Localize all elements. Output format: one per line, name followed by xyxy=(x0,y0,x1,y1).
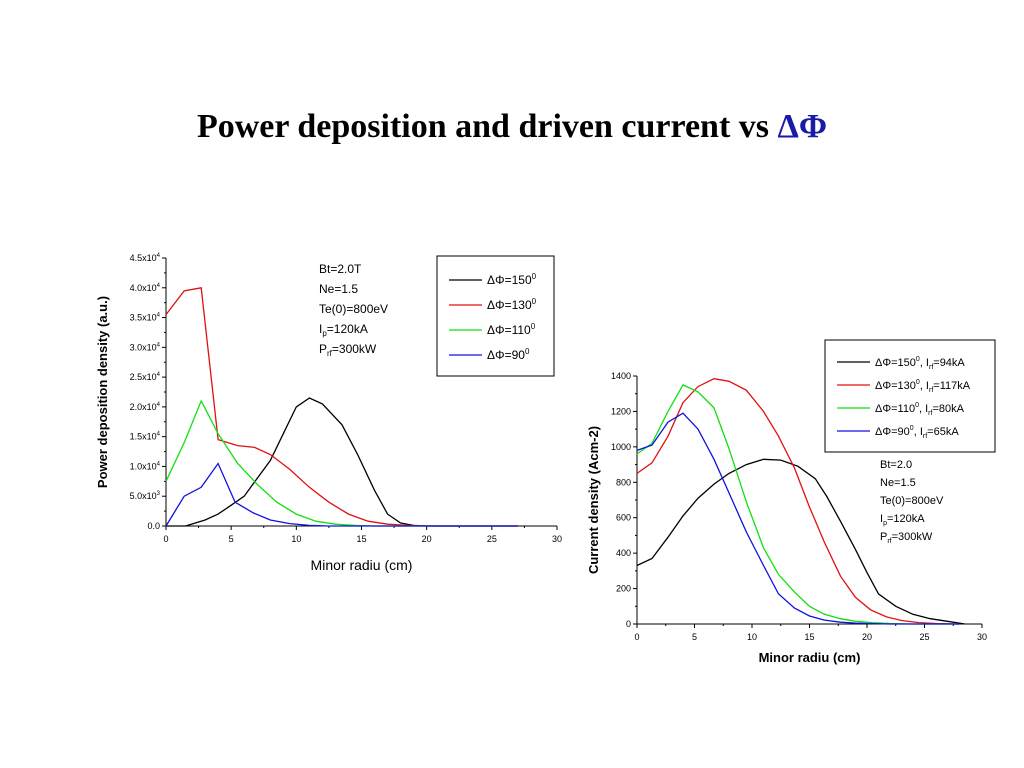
x-tick-label: 0 xyxy=(163,534,168,544)
annotation-line-5: Prf=300kW xyxy=(319,342,377,358)
annotation-line-4: Ip=120kA xyxy=(319,322,368,338)
legend-label-2: ΔΦ=1300 xyxy=(487,297,537,312)
x-tick-label: 0 xyxy=(634,632,639,642)
x-tick-label: 10 xyxy=(747,632,757,642)
x-tick-label: 25 xyxy=(919,632,929,642)
legend-label-1: ΔΦ=1500, Irf=94kA xyxy=(875,356,965,371)
y-tick-label: 1200 xyxy=(611,406,631,416)
y-tick-label: 3.0x104 xyxy=(130,342,161,352)
x-tick-label: 10 xyxy=(291,534,301,544)
x-tick-label: 30 xyxy=(552,534,562,544)
x-axis-label: Minor radiu (cm) xyxy=(311,557,413,573)
legend-box xyxy=(824,339,996,453)
x-tick-label: 15 xyxy=(356,534,366,544)
series-line-1 xyxy=(166,397,518,527)
legend-label-2: ΔΦ=1300, Irf=117kA xyxy=(875,379,971,394)
annotation-line-1: Bt=2.0 xyxy=(880,459,912,471)
y-tick-label: 1000 xyxy=(611,442,631,452)
chart-2: 0 5 10 15 20 25 30 0 200 400 600 800 1000 1200 1400 Min… xyxy=(586,339,996,665)
annotation-line-5: Prf=300kW xyxy=(880,531,933,545)
x-tick-label: 15 xyxy=(804,632,814,642)
series-line-4 xyxy=(636,412,959,625)
x-tick-label: 5 xyxy=(692,632,697,642)
y-tick-label: 600 xyxy=(616,513,631,523)
annotation-line-2: Ne=1.5 xyxy=(880,477,916,489)
slide-title: Power deposition and driven current vs Δ… xyxy=(0,108,1024,146)
slide-title-symbol: ΔΦ xyxy=(777,108,828,145)
y-tick-label: 200 xyxy=(616,584,631,594)
annotation-line-4: Ip=120kA xyxy=(880,513,925,527)
y-tick-label: 2.5x104 xyxy=(130,372,161,382)
legend-label-3: ΔΦ=1100 xyxy=(487,322,536,337)
legend-label-4: ΔΦ=900, Irf=65kA xyxy=(875,425,959,440)
annotation-line-3: Te(0)=800eV xyxy=(319,302,388,316)
slide-title-text: Power deposition and driven current vs xyxy=(196,108,778,145)
x-tick-label: 20 xyxy=(862,632,872,642)
annotation-line-2: Ne=1.5 xyxy=(319,282,358,296)
y-tick-label: 0 xyxy=(626,619,631,629)
y-tick-label: 2.0x104 xyxy=(130,402,161,412)
y-tick-label: 1400 xyxy=(611,371,631,381)
y-tick-label: 4.5x104 xyxy=(130,253,161,263)
series-line-1 xyxy=(636,458,965,625)
x-tick-label: 5 xyxy=(229,534,234,544)
x-tick-label: 25 xyxy=(487,534,497,544)
y-tick-label: 1.5x104 xyxy=(130,432,161,442)
y-tick-label: 1.0x104 xyxy=(130,461,161,471)
y-tick-label: 400 xyxy=(616,548,631,558)
y-tick-label: 800 xyxy=(616,477,631,487)
series-line-4 xyxy=(165,462,518,527)
y-axis-label: Power deposition density (a.u.) xyxy=(95,296,110,488)
x-axis-label: Minor radiu (cm) xyxy=(759,650,861,665)
annotation-line-3: Te(0)=800eV xyxy=(880,495,944,507)
y-tick-label: 4.0x104 xyxy=(130,283,161,293)
series-line-2 xyxy=(636,378,960,625)
legend-label-4: ΔΦ=900 xyxy=(487,347,530,362)
x-tick-label: 30 xyxy=(977,632,987,642)
annotation-line-1: Bt=2.0T xyxy=(319,262,362,276)
y-tick-label: 5.0x103 xyxy=(130,491,161,501)
x-tick-label: 20 xyxy=(422,534,432,544)
legend-box xyxy=(436,255,555,377)
y-tick-label: 0.0 xyxy=(147,521,160,531)
chart-1: 0 5 10 15 20 25 30 0.0 5.0x103 1.0x104 1.5x104 2.0x… xyxy=(95,253,562,573)
legend-label-1: ΔΦ=1500 xyxy=(487,272,537,287)
legend-label-3: ΔΦ=1100, Irf=80kA xyxy=(875,402,965,417)
y-axis-label: Current density (Acm-2) xyxy=(586,426,601,574)
y-tick-label: 3.5x104 xyxy=(130,313,161,323)
